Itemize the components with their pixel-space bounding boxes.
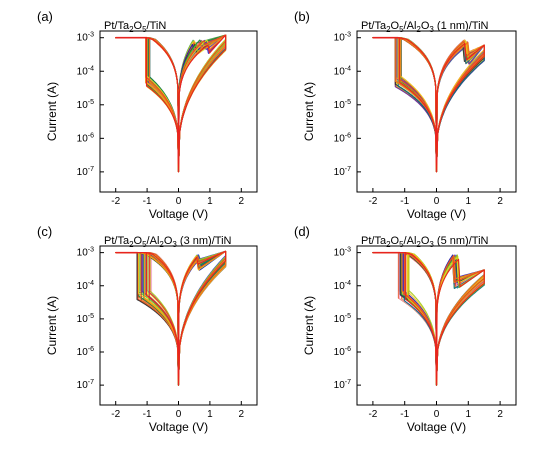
y-axis-label: Current (A) bbox=[302, 296, 316, 355]
panel-title: Pt/Ta2O5/Al2O3 (5 nm)/TiN bbox=[361, 235, 489, 249]
y-tick-label: 10-3 bbox=[334, 32, 351, 44]
y-tick-label: 10-6 bbox=[77, 346, 94, 358]
panel-letter: (b) bbox=[294, 9, 310, 24]
iv-curves bbox=[372, 252, 485, 386]
panel-title: Pt/Ta2O5/Al2O3 (3 nm)/TiN bbox=[104, 235, 232, 249]
iv-curve bbox=[115, 250, 227, 386]
x-axis-label: Voltage (V) bbox=[149, 207, 208, 221]
y-tick-label: 10-6 bbox=[77, 132, 94, 144]
y-tick-label: 10-3 bbox=[334, 247, 351, 259]
iv-curve bbox=[372, 252, 485, 386]
panel-4: -2 -1 0 1 2 10-3 10-4 10-5 10-6 10-7 Voltage (V) Cu… bbox=[294, 224, 517, 434]
x-tick-label: -1 bbox=[143, 196, 152, 207]
y-tick-label: 10-5 bbox=[334, 99, 351, 111]
y-tick-label: 10-4 bbox=[77, 280, 94, 292]
y-tick-label: 10-5 bbox=[77, 313, 94, 325]
panel-title: Pt/Ta2O5/TiN bbox=[104, 20, 166, 34]
panel-letter: (a) bbox=[37, 9, 53, 24]
y-axis-label: Current (A) bbox=[45, 82, 59, 141]
y-tick-label: 10-6 bbox=[334, 346, 351, 358]
x-tick-label: -2 bbox=[368, 196, 377, 207]
x-tick-label: 1 bbox=[207, 196, 213, 207]
y-tick-label: 10-4 bbox=[334, 280, 351, 292]
iv-curve bbox=[115, 34, 227, 173]
x-tick-label: -2 bbox=[368, 409, 377, 420]
x-tick-label: 1 bbox=[466, 196, 472, 207]
panel-1: -2 -1 0 1 2 10-3 10-4 10-5 10-6 10-7 Voltage (V) Cu… bbox=[37, 9, 258, 221]
y-tick-label: 10-7 bbox=[334, 379, 351, 391]
iv-curve bbox=[372, 37, 485, 173]
y-tick-label: 10-4 bbox=[334, 65, 351, 77]
x-axis-label: Voltage (V) bbox=[407, 420, 466, 434]
x-tick-label: 2 bbox=[497, 196, 503, 207]
iv-curve bbox=[115, 34, 227, 173]
x-tick-label: 1 bbox=[207, 409, 213, 420]
x-tick-label: -2 bbox=[111, 409, 120, 420]
x-tick-label: 0 bbox=[434, 409, 440, 420]
y-tick-label: 10-7 bbox=[334, 166, 351, 178]
y-tick-label: 10-3 bbox=[77, 247, 94, 259]
x-tick-label: 1 bbox=[466, 409, 472, 420]
x-tick-label: -1 bbox=[400, 196, 409, 207]
y-axis-label: Current (A) bbox=[302, 82, 316, 141]
y-tick-label: 10-5 bbox=[77, 99, 94, 111]
x-axis-label: Voltage (V) bbox=[149, 420, 208, 434]
panel-letter: (c) bbox=[37, 224, 52, 239]
iv-curves bbox=[115, 34, 227, 173]
x-tick-label: 2 bbox=[497, 409, 503, 420]
y-tick-label: 10-7 bbox=[77, 166, 94, 178]
y-tick-label: 10-5 bbox=[334, 313, 351, 325]
x-tick-label: 2 bbox=[239, 409, 245, 420]
x-tick-label: 0 bbox=[176, 409, 182, 420]
x-tick-label: -2 bbox=[111, 196, 120, 207]
panel-title: Pt/Ta2O5/Al2O3 (1 nm)/TiN bbox=[361, 20, 489, 34]
y-tick-label: 10-3 bbox=[77, 32, 94, 44]
iv-curve bbox=[115, 34, 227, 173]
y-tick-label: 10-7 bbox=[77, 379, 94, 391]
panel-3: -2 -1 0 1 2 10-3 10-4 10-5 10-6 10-7 Voltage (V) Cu… bbox=[37, 224, 258, 434]
x-tick-label: -1 bbox=[143, 409, 152, 420]
x-tick-label: 0 bbox=[176, 196, 182, 207]
y-tick-label: 10-6 bbox=[334, 132, 351, 144]
x-tick-label: 0 bbox=[434, 196, 440, 207]
y-tick-label: 10-4 bbox=[77, 65, 94, 77]
iv-curve bbox=[372, 37, 485, 173]
iv-curves bbox=[115, 250, 227, 386]
y-axis-label: Current (A) bbox=[45, 296, 59, 355]
panel-2: -2 -1 0 1 2 10-3 10-4 10-5 10-6 10-7 Voltage (V) Cu… bbox=[294, 9, 517, 221]
iv-curves bbox=[372, 37, 485, 173]
x-tick-label: -1 bbox=[400, 409, 409, 420]
x-axis-label: Voltage (V) bbox=[407, 207, 466, 221]
panel-letter: (d) bbox=[294, 224, 310, 239]
iv-curve bbox=[372, 252, 485, 386]
x-tick-label: 2 bbox=[239, 196, 245, 207]
